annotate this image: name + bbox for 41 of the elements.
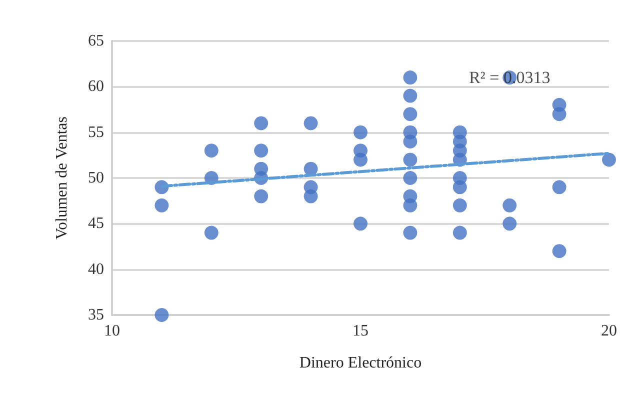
point	[552, 180, 566, 194]
point	[204, 144, 218, 158]
point	[154, 308, 169, 322]
point	[502, 216, 517, 231]
x-tick-label: 10	[104, 322, 120, 340]
point	[254, 189, 268, 204]
point	[354, 125, 368, 140]
point	[403, 88, 418, 103]
point	[304, 189, 318, 204]
point	[602, 152, 616, 167]
point	[354, 216, 368, 231]
y-tick-label: 35	[88, 306, 104, 324]
point	[502, 198, 517, 212]
point	[452, 226, 467, 240]
point	[403, 226, 418, 240]
point	[204, 226, 218, 240]
y-tick-label: 45	[88, 215, 104, 232]
point	[254, 144, 268, 158]
y-tick-label: 65	[88, 32, 104, 50]
point	[354, 152, 368, 167]
point	[403, 198, 418, 212]
point	[403, 134, 418, 148]
point	[403, 171, 418, 185]
point	[154, 198, 169, 212]
y-tick-label: 50	[88, 170, 104, 186]
point	[452, 198, 467, 212]
y-tick-label: 40	[88, 260, 104, 278]
x-axis-title: Dinero Electrónico	[299, 354, 422, 372]
y-tick-label: 55	[88, 124, 104, 141]
x-tick-label: 20	[601, 322, 617, 340]
point	[254, 116, 268, 130]
y-tick-label: 60	[88, 78, 104, 96]
point	[403, 107, 418, 122]
point	[304, 116, 318, 130]
point	[552, 107, 566, 122]
point	[552, 244, 566, 258]
x-tick-label: 15	[352, 322, 368, 340]
point	[403, 70, 418, 85]
point	[403, 152, 418, 167]
point	[452, 180, 467, 194]
y-axis-title: Volumen de Ventas	[54, 116, 70, 240]
